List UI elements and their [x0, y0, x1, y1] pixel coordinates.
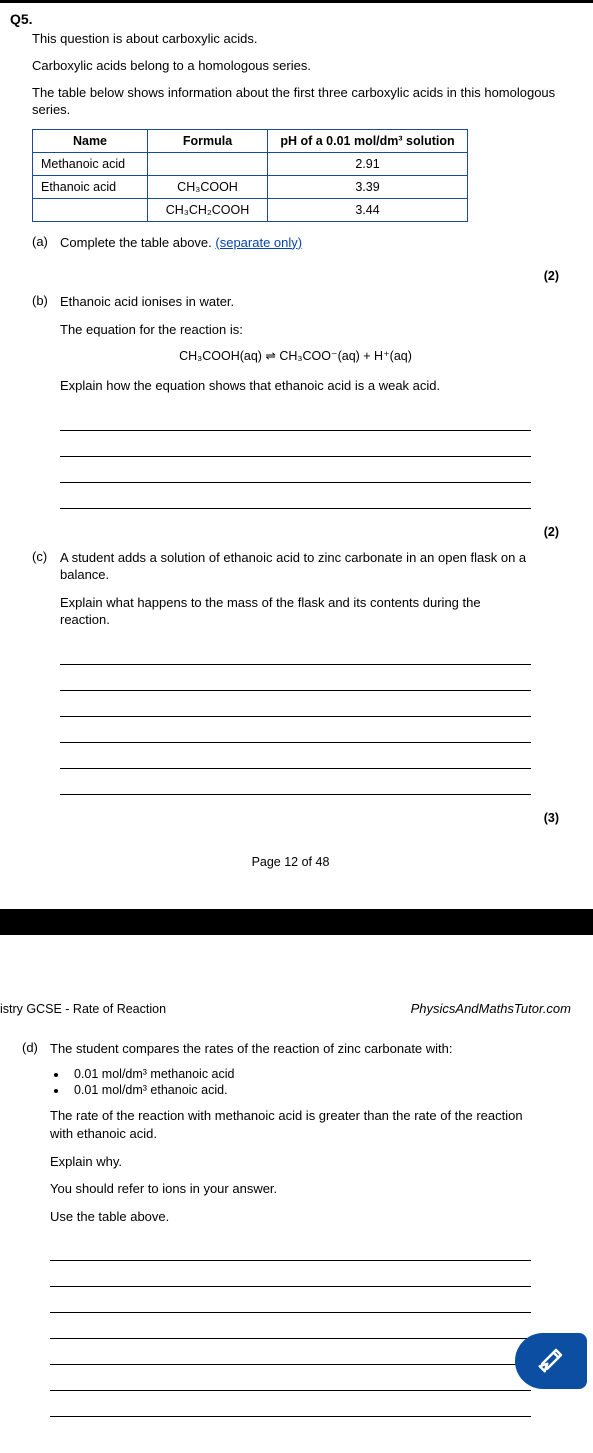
part-c-p1: A student adds a solution of ethanoic ac… — [60, 549, 531, 584]
page2-header: istry GCSE - Rate of Reaction PhysicsAnd… — [0, 1001, 571, 1016]
answer-line[interactable] — [60, 665, 531, 691]
header-left: istry GCSE - Rate of Reaction — [0, 1002, 166, 1016]
answer-line[interactable] — [60, 769, 531, 795]
answer-line[interactable] — [60, 431, 531, 457]
part-d-p5: Use the table above. — [50, 1208, 531, 1226]
answer-line[interactable] — [60, 639, 531, 665]
header-right: PhysicsAndMathsTutor.com — [411, 1001, 571, 1016]
answer-line[interactable] — [60, 717, 531, 743]
part-d-p3: Explain why. — [50, 1153, 531, 1171]
part-a-marks: (2) — [10, 269, 571, 283]
answer-line[interactable] — [50, 1365, 531, 1391]
answer-line[interactable] — [50, 1261, 531, 1287]
part-b-marks: (2) — [10, 525, 571, 539]
answer-line[interactable] — [60, 457, 531, 483]
part-b-p3: Explain how the equation shows that etha… — [60, 377, 531, 395]
bullet-item: 0.01 mol/dm³ methanoic acid — [68, 1067, 531, 1081]
question-number: Q5. — [10, 11, 571, 27]
part-a-text: Complete the table above. (separate only… — [60, 234, 531, 252]
cell-formula: CH₃CH₂COOH — [148, 198, 268, 221]
part-b-equation: CH₃COOH(aq) ⇌ CH₃COO⁻(aq) + H⁺(aq) — [60, 348, 531, 363]
annotate-button[interactable] — [515, 1333, 587, 1389]
th-name: Name — [33, 129, 148, 152]
answer-line[interactable] — [50, 1313, 531, 1339]
answer-line[interactable] — [60, 405, 531, 431]
cell-formula: CH₃COOH — [148, 175, 268, 198]
page-2: istry GCSE - Rate of Reaction PhysicsAnd… — [0, 987, 593, 1453]
part-d-label: (d) — [22, 1040, 50, 1425]
answer-line[interactable] — [50, 1339, 531, 1365]
answer-line[interactable] — [60, 691, 531, 717]
page-divider — [0, 909, 593, 935]
page-footer: Page 12 of 48 — [10, 855, 571, 869]
intro-p1: This question is about carboxylic acids. — [32, 31, 571, 48]
table-row: Methanoic acid 2.91 — [33, 152, 468, 175]
pencil-icon — [536, 1345, 566, 1378]
part-d-answer-lines — [50, 1235, 531, 1417]
part-d-p1: The student compares the rates of the re… — [50, 1040, 531, 1058]
th-formula: Formula — [148, 129, 268, 152]
page-1: Q5. This question is about carboxylic ac… — [0, 0, 593, 909]
answer-line[interactable] — [50, 1287, 531, 1313]
cell-ph: 3.44 — [268, 198, 468, 221]
answer-line[interactable] — [60, 483, 531, 509]
separate-only-link[interactable]: (separate only) — [215, 235, 302, 250]
page-gap — [0, 935, 593, 987]
part-b: (b) Ethanoic acid ionises in water. The … — [32, 293, 571, 517]
answer-line[interactable] — [60, 743, 531, 769]
answer-line[interactable] — [50, 1235, 531, 1261]
part-b-p2: The equation for the reaction is: — [60, 321, 531, 339]
cell-formula — [148, 152, 268, 175]
table-row: CH₃CH₂COOH 3.44 — [33, 198, 468, 221]
part-c-label: (c) — [32, 549, 60, 803]
part-b-label: (b) — [32, 293, 60, 517]
part-a: (a) Complete the table above. (separate … — [32, 234, 571, 262]
part-c-p2: Explain what happens to the mass of the … — [60, 594, 531, 629]
part-b-answer-lines — [60, 405, 531, 509]
bullet-item: 0.01 mol/dm³ ethanoic acid. — [68, 1083, 531, 1097]
cell-name: Methanoic acid — [33, 152, 148, 175]
cell-ph: 2.91 — [268, 152, 468, 175]
part-d-p2: The rate of the reaction with methanoic … — [50, 1107, 531, 1142]
part-c-marks: (3) — [10, 811, 571, 825]
question-intro: This question is about carboxylic acids.… — [32, 31, 571, 119]
part-c-answer-lines — [60, 639, 531, 795]
part-d-bullets: 0.01 mol/dm³ methanoic acid 0.01 mol/dm³… — [68, 1067, 531, 1097]
table-row: Ethanoic acid CH₃COOH 3.39 — [33, 175, 468, 198]
part-d-p4: You should refer to ions in your answer. — [50, 1180, 531, 1198]
part-c: (c) A student adds a solution of ethanoi… — [32, 549, 571, 803]
intro-p2: Carboxylic acids belong to a homologous … — [32, 58, 571, 75]
th-ph: pH of a 0.01 mol/dm³ solution — [268, 129, 468, 152]
cell-name — [33, 198, 148, 221]
cell-name: Ethanoic acid — [33, 175, 148, 198]
carboxylic-acids-table: Name Formula pH of a 0.01 mol/dm³ soluti… — [32, 129, 468, 222]
intro-p3: The table below shows information about … — [32, 85, 571, 119]
part-d: (d) The student compares the rates of th… — [22, 1040, 571, 1425]
answer-line[interactable] — [50, 1391, 531, 1417]
cell-ph: 3.39 — [268, 175, 468, 198]
part-a-label: (a) — [32, 234, 60, 262]
part-b-p1: Ethanoic acid ionises in water. — [60, 293, 531, 311]
part-a-text-before: Complete the table above. — [60, 235, 215, 250]
